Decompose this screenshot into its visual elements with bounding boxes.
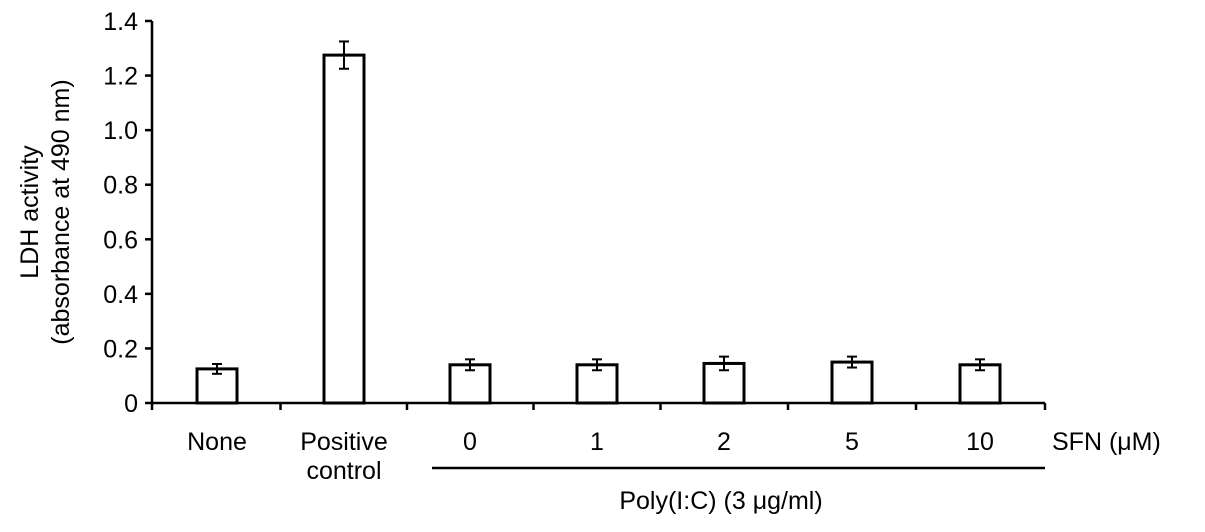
x-category-label: Positive <box>300 428 388 456</box>
y-axis: 0 0.2 0.4 0.6 0.8 1.0 1.2 1.4 <box>103 8 154 418</box>
x-category-label: 1 <box>590 428 604 456</box>
error-bar <box>847 355 857 369</box>
error-bar <box>212 362 222 375</box>
y-tick-label: 1.0 <box>103 117 138 145</box>
bar <box>322 53 366 405</box>
group-label: Poly(I:C) (3 μg/ml) <box>619 487 822 515</box>
x-axis-side-label: SFN (μM) <box>1052 428 1161 456</box>
y-tick-label: 1.2 <box>103 63 138 91</box>
y-axis-title: LDH activity (absorbance at 490 nm) <box>16 79 75 344</box>
y-tick-label: 0.6 <box>103 226 138 254</box>
y-tick-label: 0.2 <box>103 335 138 363</box>
error-bar <box>339 40 349 70</box>
x-category-label: 0 <box>463 428 477 456</box>
x-category-label: 2 <box>717 428 731 456</box>
error-bar <box>975 358 985 372</box>
x-category-label: None <box>187 428 247 456</box>
x-category-label: 5 <box>845 428 859 456</box>
y-tick-label: 0.8 <box>103 172 138 200</box>
x-category-label: control <box>306 457 381 485</box>
y-axis-title-line: (absorbance at 490 nm) <box>47 79 75 344</box>
x-category-label: 10 <box>966 428 994 456</box>
y-tick-label: 0.4 <box>103 281 138 309</box>
y-axis-title-line: LDH activity <box>16 145 44 279</box>
error-bar <box>465 358 475 372</box>
error-bar <box>592 358 602 372</box>
error-bar <box>719 355 729 372</box>
y-tick-label: 1.4 <box>103 8 138 36</box>
error-bars <box>212 40 985 375</box>
y-tick-label: 0 <box>124 390 138 418</box>
bars <box>195 53 1002 405</box>
